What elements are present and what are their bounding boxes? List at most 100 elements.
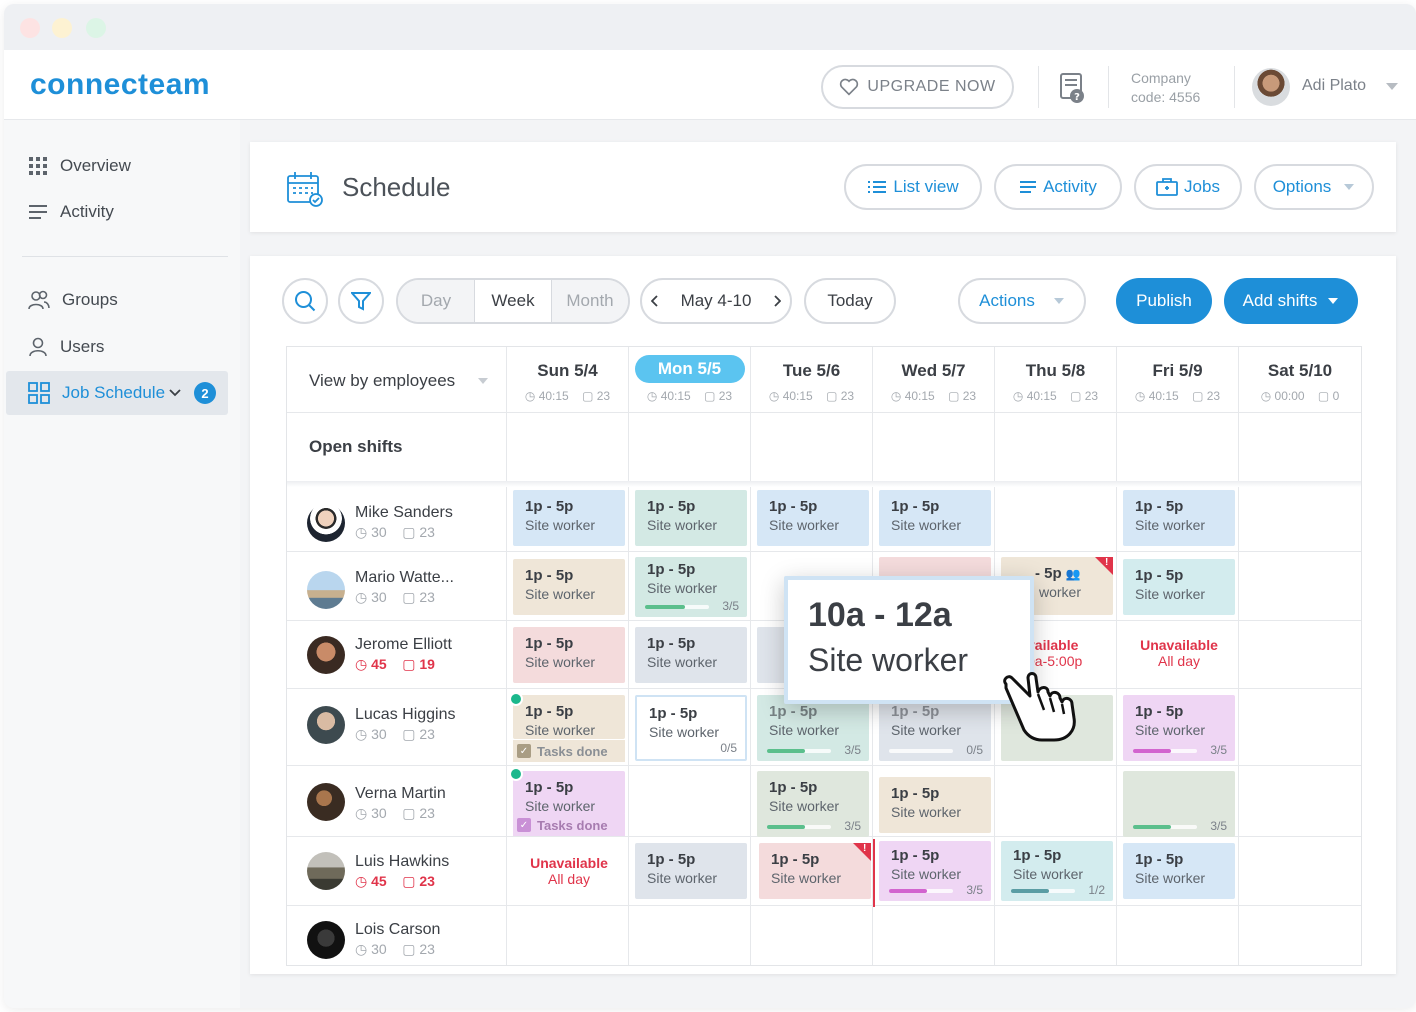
avatar (307, 706, 345, 744)
shift-card[interactable]: 1p - 5p Site worker 0/5 (635, 695, 747, 761)
check-icon: ✓ (517, 818, 531, 832)
unavailable-all-day: Unavailable All day (530, 855, 608, 887)
tasks-done-badge: ✓ Tasks done (513, 814, 625, 836)
upgrade-now-button[interactable]: UPGRADE NOW (821, 65, 1014, 109)
sidebar-item-overview[interactable]: Overview (26, 146, 228, 186)
month-view-tab[interactable]: Month (552, 280, 628, 322)
caret-down-icon (1344, 184, 1355, 190)
view-by-employees-dropdown[interactable]: View by employees (287, 347, 507, 413)
user-avatar[interactable] (1252, 68, 1290, 106)
view-switcher: Day Week Month (396, 278, 630, 324)
hand-cursor-icon (1003, 672, 1076, 742)
sidebar-item-groups[interactable]: Groups (26, 280, 228, 320)
help-document-icon[interactable]: ? (1058, 72, 1086, 104)
day-view-tab[interactable]: Day (398, 280, 475, 322)
shift-card[interactable]: 1p - 5p Site worker 1/2 (1001, 841, 1113, 901)
employee-stats-alert: ◷ 45 ▢ 23 (355, 873, 435, 889)
search-button[interactable] (282, 278, 328, 324)
shift-card[interactable]: 1p - 5p Site worker 3/5 (757, 771, 869, 837)
today-button[interactable]: Today (804, 278, 896, 324)
minimize-window-button[interactable] (52, 18, 72, 38)
employee-name: Mario Watte... (355, 569, 454, 586)
top-bar: connecteam UPGRADE NOW ? Company code: 4… (4, 50, 1416, 120)
shift-card[interactable]: 1p - 5p Site worker (513, 771, 625, 815)
shift-card[interactable]: 1p - 5p Site worker (759, 843, 871, 899)
chevron-left-icon[interactable] (650, 295, 659, 307)
day-stats: ◷ 40:15 ▢ 23 (890, 389, 977, 403)
shift-card[interactable]: 1p - 5p Site worker (879, 490, 991, 546)
day-header-sun: Sun 5/4 ◷ 40:15 ▢ 23 (507, 347, 629, 413)
close-window-button[interactable] (20, 18, 40, 38)
shift-card[interactable]: 1p - 5p Site worker (1123, 559, 1235, 615)
shift-card[interactable]: 1p - 5p Site worker (635, 490, 747, 546)
progress-bar (889, 749, 953, 753)
maximize-window-button[interactable] (86, 18, 106, 38)
shift-card[interactable]: 1p - 5p Site worker (513, 627, 625, 683)
shift-card[interactable]: 1p - 5p Site worker (513, 490, 625, 546)
shift-card-partial[interactable] (879, 557, 991, 577)
page-title: Schedule (342, 172, 451, 202)
svg-text:?: ? (1074, 92, 1080, 103)
caret-down-icon (1328, 298, 1339, 304)
day-stats: ◷ 40:15 ▢ 23 (524, 389, 611, 403)
day-name-today: Mon 5/5 (634, 355, 745, 383)
shift-card[interactable]: 1p - 5p Site worker (1123, 843, 1235, 899)
popup-role: Site worker (808, 642, 969, 678)
week-view-tab[interactable]: Week (475, 280, 552, 322)
dragged-shift-popup[interactable]: 10a - 12a Site worker (784, 576, 1034, 704)
shift-card[interactable]: 1p - 5p Site worker (635, 843, 747, 899)
progress-label: 0/5 (720, 741, 737, 755)
shift-card[interactable]: 1p - 5p Site worker (513, 559, 625, 615)
shift-card[interactable]: 1p - 5p Site worker 0/5 (879, 695, 991, 761)
progress-bar (767, 749, 831, 753)
unavailable-all-day: Unavailable All day (1140, 637, 1218, 669)
avatar (307, 921, 345, 959)
chevron-right-icon[interactable] (773, 295, 782, 307)
publish-button[interactable]: Publish (1116, 278, 1212, 324)
shift-card[interactable]: 1p - 5p Site worker 3/5 (757, 695, 869, 761)
row-divider (287, 551, 1361, 552)
actions-label: Actions (979, 291, 1035, 310)
shift-card[interactable]: 1p - 5p Site worker 3/5 (879, 841, 991, 901)
employee-name: Jerome Elliott (355, 636, 452, 653)
day-name: Fri 5/9 (1152, 361, 1203, 380)
progress-bar (1011, 889, 1075, 893)
list-view-button[interactable]: List view (844, 164, 982, 210)
day-header-wed: Wed 5/7 ◷ 40:15 ▢ 23 (873, 347, 995, 413)
shift-card[interactable]: 1p - 5p Site worker 3/5 (635, 557, 747, 617)
activity-button[interactable]: Activity (994, 164, 1122, 210)
jobs-label: Jobs (1184, 177, 1220, 196)
shift-card[interactable]: 1p - 5p Site worker (879, 777, 991, 833)
calendar-icon (287, 172, 323, 207)
sidebar-item-activity[interactable]: Activity (26, 192, 228, 232)
shift-card[interactable]: 3/5 (1123, 771, 1235, 837)
window-titlebar (4, 4, 1416, 50)
day-header-fri: Fri 5/9 ◷ 40:15 ▢ 23 (1117, 347, 1239, 413)
company-label: Company (1131, 70, 1191, 86)
options-dropdown[interactable]: Options (1254, 164, 1374, 210)
add-shifts-label: Add shifts (1242, 291, 1318, 310)
employee-name: Lucas Higgins (355, 706, 456, 723)
shift-card[interactable]: 1p - 5p Site worker (513, 695, 625, 739)
sidebar-item-users[interactable]: Users (26, 327, 228, 367)
employee-name: Verna Martin (355, 785, 446, 802)
connecteam-logo[interactable]: connecteam (30, 68, 211, 101)
shift-card[interactable]: 1p - 5p Site worker (757, 490, 869, 546)
jobs-button[interactable]: Jobs (1134, 164, 1242, 210)
user-name[interactable]: Adi Plato (1302, 77, 1367, 94)
column-divider (1238, 413, 1239, 965)
sidebar-item-job-schedule[interactable]: Job Schedule 2 (6, 371, 228, 415)
company-code: code: 4556 (1131, 89, 1201, 105)
shift-card[interactable]: 1p - 5p Site worker 3/5 (1123, 695, 1235, 761)
shift-card[interactable]: 1p - 5p Site worker (1123, 490, 1235, 546)
employee-stats: ◷ 30 ▢ 23 (355, 726, 435, 742)
filter-icon (351, 292, 371, 311)
shift-card-partial[interactable] (757, 627, 787, 683)
actions-dropdown[interactable]: Actions (958, 278, 1086, 324)
filter-button[interactable] (338, 278, 384, 324)
add-shifts-button[interactable]: Add shifts (1224, 278, 1358, 324)
day-name: Thu 5/8 (1025, 361, 1086, 380)
shift-card[interactable]: 1p - 5p Site worker (635, 627, 747, 683)
open-shifts-label: Open shifts (309, 437, 403, 456)
chevron-down-icon[interactable] (1386, 83, 1398, 90)
